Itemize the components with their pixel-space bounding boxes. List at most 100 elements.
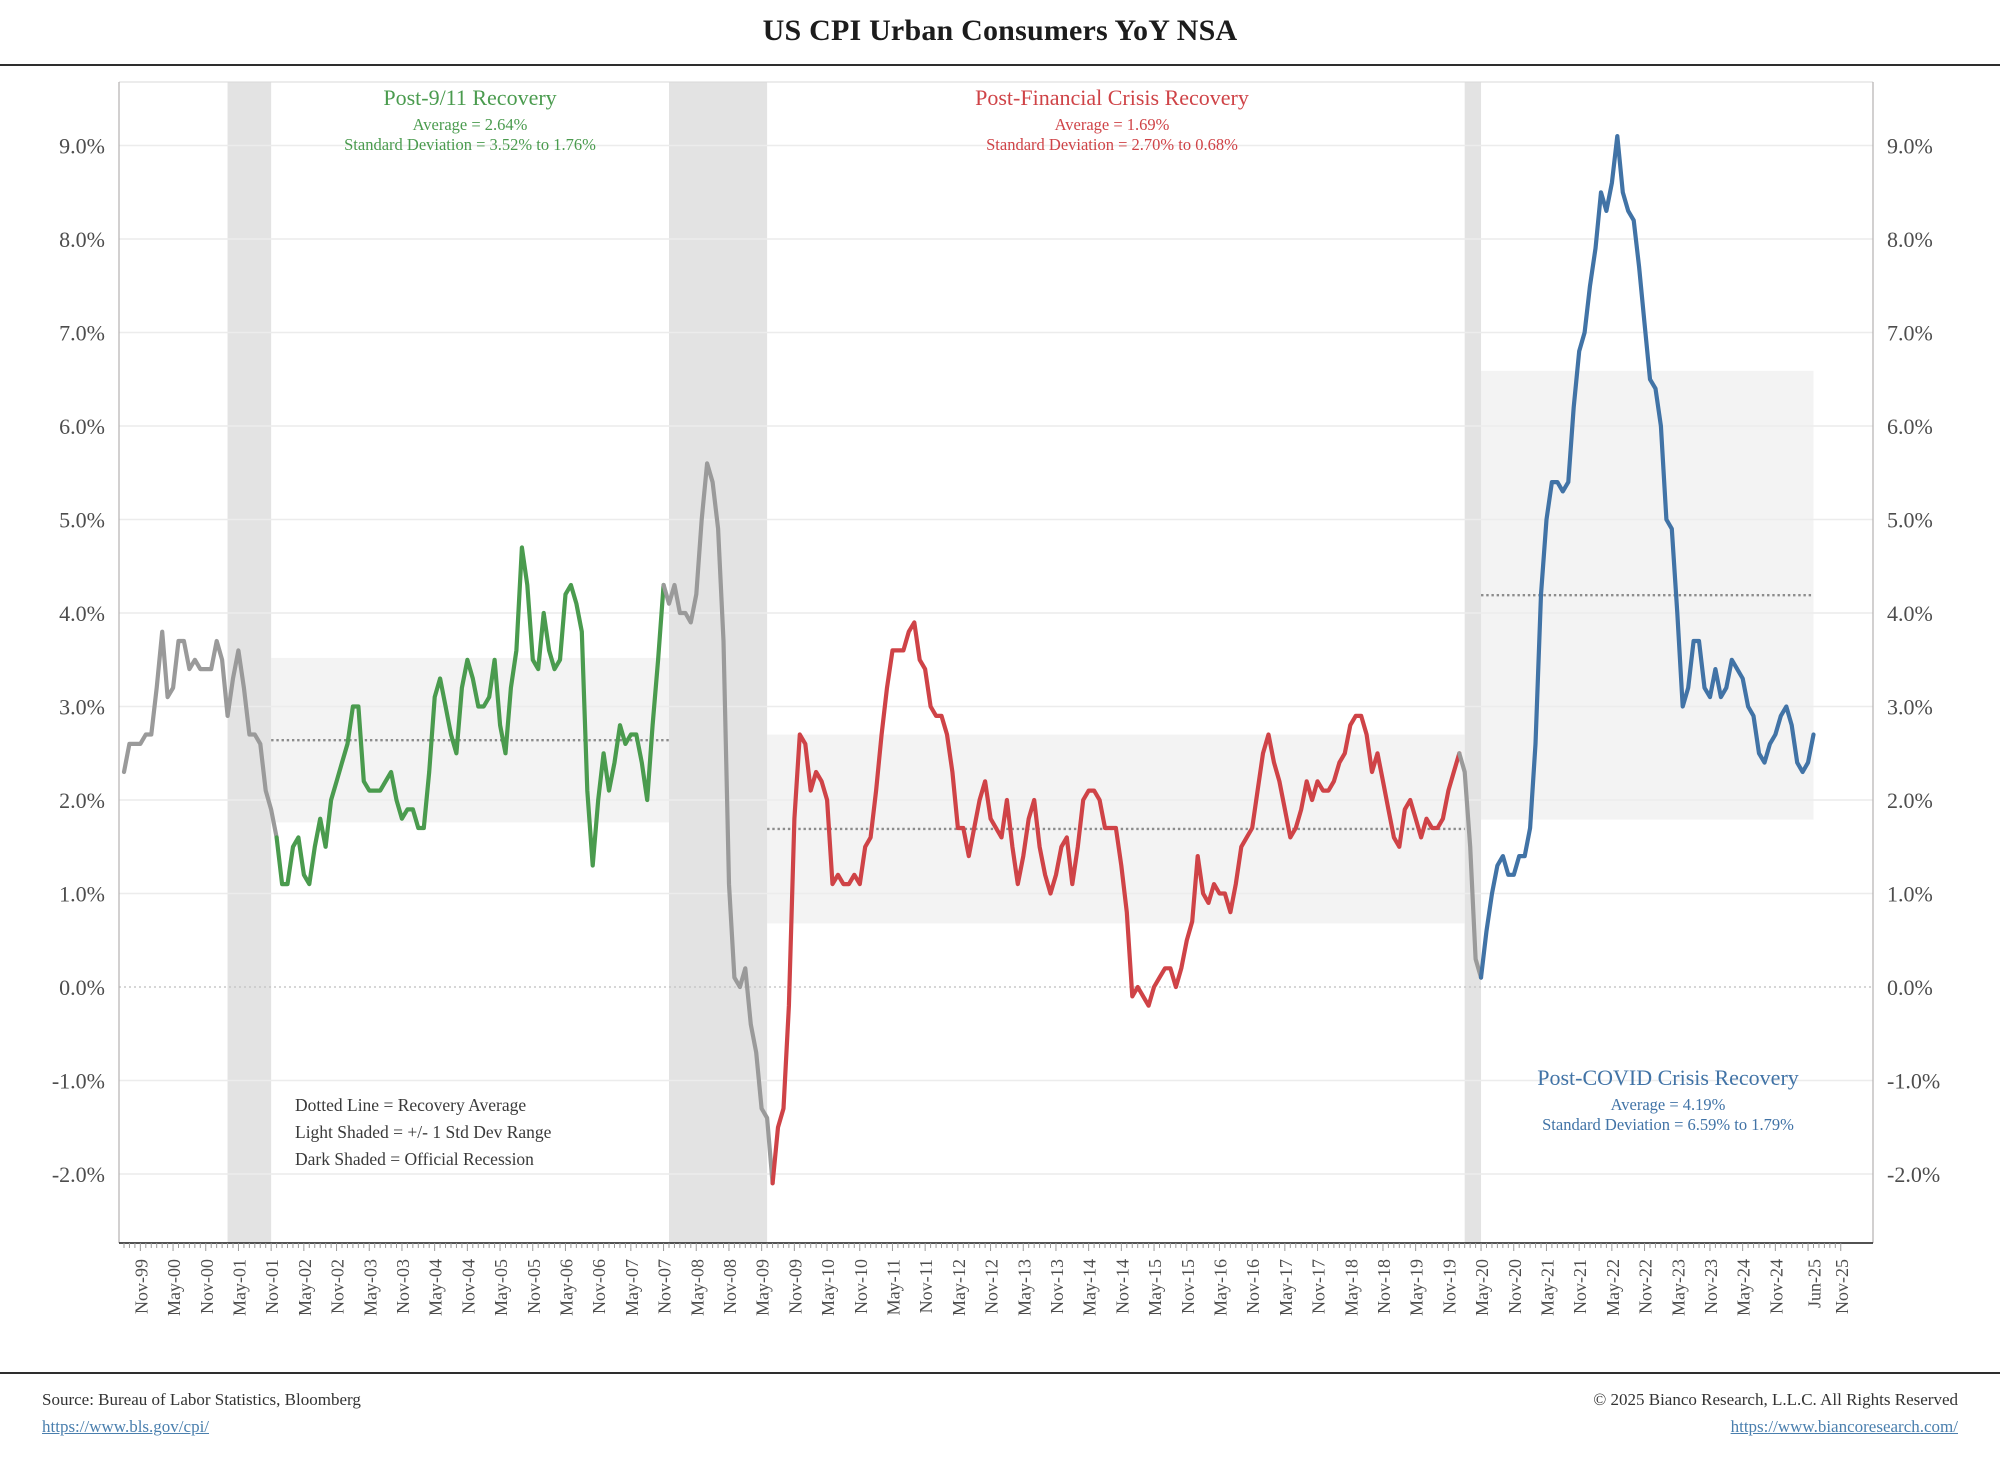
cpi-series <box>121 134 1816 1186</box>
x-label-May-24: May-24 <box>1734 1259 1754 1316</box>
legend-line-dotted: Dotted Line = Recovery Average <box>295 1095 527 1115</box>
x-label-Nov-00: Nov-00 <box>197 1259 217 1314</box>
series-financial-crisis <box>661 461 775 1186</box>
x-label-May-21: May-21 <box>1537 1259 1557 1316</box>
x-label-Nov-08: Nov-08 <box>720 1259 740 1314</box>
y-label-right-8.0%: 8.0% <box>1887 227 1933 252</box>
x-label-Nov-22: Nov-22 <box>1636 1259 1656 1314</box>
x-label-May-13: May-13 <box>1014 1259 1034 1316</box>
series-post-covid-recovery <box>1478 134 1816 980</box>
annotation-post-911-title: Post-9/11 Recovery <box>383 85 557 110</box>
x-label-Nov-01: Nov-01 <box>262 1259 282 1314</box>
y-tick-labels: 9.0% 9.0% 8.0% 8.0% 7.0% 7.0% 6.0% 6.0% 5.0% 5.0%… <box>52 134 1940 1188</box>
stddev-bands <box>271 370 1814 924</box>
y-label-right-2.0%: 2.0% <box>1887 788 1933 813</box>
x-label-Nov-13: Nov-13 <box>1047 1259 1067 1314</box>
chart-title: US CPI Urban Consumers YoY NSA <box>762 14 1238 47</box>
x-minor-ticks <box>123 1243 1842 1251</box>
recession-2008-band <box>669 82 768 1243</box>
x-label-May-06: May-06 <box>556 1259 576 1316</box>
x-label-Nov-20: Nov-20 <box>1505 1259 1525 1314</box>
annotation-covid-average: Average = 4.19% <box>1610 1094 1726 1114</box>
x-label-Nov-25: Nov-25 <box>1832 1259 1852 1314</box>
x-label-May-23: May-23 <box>1668 1259 1688 1316</box>
annotation-post-911-stddev: Standard Deviation = 3.52% to 1.76% <box>344 135 596 155</box>
y-label-left-3.0%: 3.0% <box>59 695 105 720</box>
x-label-Nov-06: Nov-06 <box>589 1259 609 1314</box>
x-label-Nov-18: Nov-18 <box>1374 1259 1394 1314</box>
footer-copyright: © 2025 Bianco Research, L.L.C. All Right… <box>1593 1386 1958 1440</box>
x-label-Nov-16: Nov-16 <box>1243 1259 1263 1314</box>
x-label-May-14: May-14 <box>1080 1259 1100 1316</box>
axes <box>118 81 1874 1244</box>
x-label-Nov-11: Nov-11 <box>916 1259 936 1313</box>
x-label-Nov-10: Nov-10 <box>851 1259 871 1314</box>
x-label-Nov-15: Nov-15 <box>1178 1259 1198 1314</box>
annotation-post-911-average: Average = 2.64% <box>412 114 528 134</box>
x-label-May-22: May-22 <box>1603 1259 1623 1316</box>
x-label-Jun-25: Jun-25 <box>1805 1259 1825 1308</box>
x-label-Nov-17: Nov-17 <box>1309 1259 1329 1314</box>
x-label-May-03: May-03 <box>360 1259 380 1316</box>
y-label-left--1.0%: -1.0% <box>52 1069 105 1094</box>
y-label-right-9.0%: 9.0% <box>1887 134 1933 159</box>
x-label-Nov-14: Nov-14 <box>1112 1259 1132 1314</box>
x-label-May-16: May-16 <box>1210 1259 1230 1316</box>
y-label-right--2.0%: -2.0% <box>1887 1162 1940 1187</box>
bottom-rule <box>0 1372 2000 1374</box>
x-label-Nov-07: Nov-07 <box>655 1259 675 1314</box>
annotation-post-911: Post-9/11 Recovery Average = 2.64% Stand… <box>344 84 596 156</box>
x-label-Nov-04: Nov-04 <box>458 1259 478 1314</box>
x-label-Nov-24: Nov-24 <box>1766 1259 1786 1314</box>
x-label-May-09: May-09 <box>753 1259 773 1316</box>
series-covid-crash <box>1457 751 1484 980</box>
y-label-right-0.0%: 0.0% <box>1887 975 1933 1000</box>
x-label-Nov-03: Nov-03 <box>393 1259 413 1314</box>
y-label-left-1.0%: 1.0% <box>59 882 105 907</box>
x-label-May-07: May-07 <box>622 1259 642 1316</box>
series-pre-2001-expansion <box>121 629 279 840</box>
x-label-May-15: May-15 <box>1145 1259 1165 1316</box>
x-label-May-18: May-18 <box>1341 1259 1361 1316</box>
annotation-gfc: Post-Financial Crisis Recovery Average =… <box>975 84 1249 156</box>
x-label-May-11: May-11 <box>883 1259 903 1315</box>
x-label-May-05: May-05 <box>491 1259 511 1316</box>
x-label-Nov-02: Nov-02 <box>328 1259 348 1314</box>
footer-source: Source: Bureau of Labor Statistics, Bloo… <box>42 1386 361 1440</box>
annotation-covid-stddev: Standard Deviation = 6.59% to 1.79% <box>1542 1115 1794 1135</box>
y-label-right-3.0%: 3.0% <box>1887 695 1933 720</box>
recession-2020-band <box>1464 82 1482 1243</box>
y-label-left--2.0%: -2.0% <box>52 1162 105 1187</box>
y-label-left-2.0%: 2.0% <box>59 788 105 813</box>
y-label-right-7.0%: 7.0% <box>1887 321 1933 346</box>
y-gridlines <box>119 144 1873 1175</box>
cpi-line-chart: 9.0% 9.0% 8.0% 8.0% 7.0% 7.0% 6.0% 6.0% 5.0% 5.0%… <box>52 81 1940 1316</box>
x-label-Nov-23: Nov-23 <box>1701 1259 1721 1314</box>
x-label-May-20: May-20 <box>1472 1259 1492 1316</box>
x-label-Nov-09: Nov-09 <box>785 1259 805 1314</box>
x-label-May-10: May-10 <box>818 1259 838 1316</box>
y-label-left-9.0%: 9.0% <box>59 134 105 159</box>
annotation-gfc-title: Post-Financial Crisis Recovery <box>975 85 1249 110</box>
annotation-covid-title: Post-COVID Crisis Recovery <box>1537 1065 1799 1090</box>
annotation-gfc-average: Average = 1.69% <box>1054 114 1170 134</box>
y-label-right-5.0%: 5.0% <box>1887 508 1933 533</box>
footer-source-link[interactable]: https://www.bls.gov/cpi/ <box>42 1417 210 1436</box>
x-label-Nov-99: Nov-99 <box>131 1259 151 1314</box>
x-label-May-01: May-01 <box>229 1259 249 1316</box>
footer-copyright-link[interactable]: https://www.biancoresearch.com/ <box>1730 1417 1958 1436</box>
x-label-May-02: May-02 <box>295 1259 315 1316</box>
x-label-Nov-19: Nov-19 <box>1439 1259 1459 1314</box>
series-post-911-recovery <box>274 545 666 887</box>
footer-source-text: Source: Bureau of Labor Statistics, Bloo… <box>42 1390 361 1409</box>
y-label-left-6.0%: 6.0% <box>59 414 105 439</box>
x-label-May-08: May-08 <box>687 1259 707 1316</box>
y-label-left-0.0%: 0.0% <box>59 975 105 1000</box>
x-tick-labels: Nov-99 May-00 Nov-00 May-01 Nov-01 May-02 Nov-… <box>131 1259 1851 1316</box>
x-label-May-12: May-12 <box>949 1259 969 1316</box>
annotation-gfc-stddev: Standard Deviation = 2.70% to 0.68% <box>986 135 1238 155</box>
y-label-right-1.0%: 1.0% <box>1887 882 1933 907</box>
x-label-May-19: May-19 <box>1407 1259 1427 1316</box>
legend-line-dark-shaded: Dark Shaded = Official Recession <box>295 1149 534 1169</box>
